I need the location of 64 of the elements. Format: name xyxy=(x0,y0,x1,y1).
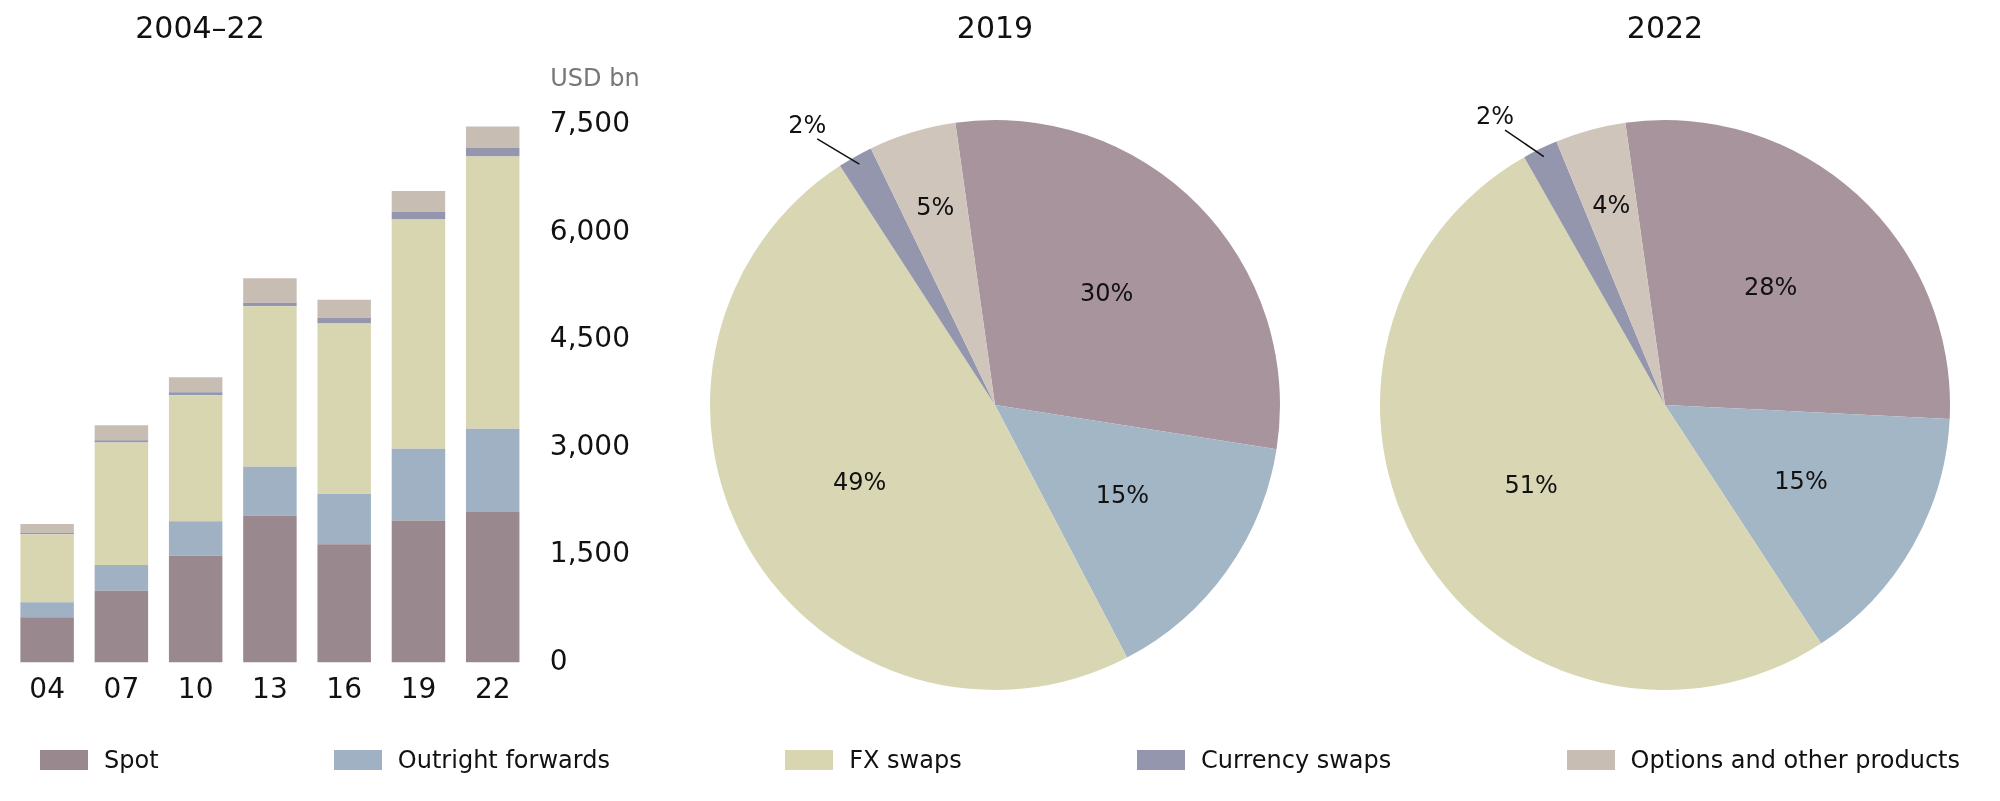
bar xyxy=(20,534,74,603)
bar xyxy=(20,602,74,618)
bar xyxy=(391,211,446,220)
y-tick-label: 1,500 xyxy=(549,536,631,570)
bar xyxy=(391,520,446,663)
data-label: 28% xyxy=(1744,273,1798,302)
y-tick-label: 7,500 xyxy=(549,106,631,140)
x-tick-label: 16 xyxy=(326,672,362,706)
bar xyxy=(94,590,149,663)
legend-label: Spot xyxy=(104,746,159,774)
bar xyxy=(20,617,74,663)
y-tick-label: 3,000 xyxy=(549,428,631,462)
data-label: 51% xyxy=(1504,470,1558,499)
legend-label: Options and other products xyxy=(1630,746,1960,774)
bar xyxy=(168,377,223,393)
legend-label: FX swaps xyxy=(849,746,962,774)
legend-label: Currency swaps xyxy=(1200,746,1392,774)
data-label: 49% xyxy=(832,468,887,497)
bar xyxy=(168,555,223,663)
chart-title: 2022 xyxy=(1626,9,1704,45)
bar xyxy=(391,219,446,449)
data-label: 2% xyxy=(1476,102,1515,131)
bar xyxy=(465,147,520,157)
bar xyxy=(94,425,149,441)
legend-label: Outright forwards xyxy=(397,746,610,774)
chart-title: 2004–22 xyxy=(135,9,265,45)
chart-title: 2019 xyxy=(956,9,1034,45)
bar xyxy=(465,126,520,148)
data-label: 5% xyxy=(916,192,955,221)
bar xyxy=(243,278,297,303)
x-tick-label: 13 xyxy=(252,672,288,706)
bar xyxy=(465,156,520,429)
bar xyxy=(168,395,223,522)
x-tick-label: 10 xyxy=(177,672,214,706)
bar xyxy=(465,511,520,663)
bar xyxy=(317,544,371,663)
data-label: 15% xyxy=(1095,480,1150,509)
bar xyxy=(317,323,371,495)
x-tick-label: 19 xyxy=(400,672,437,706)
data-label: 4% xyxy=(1592,191,1631,220)
bar xyxy=(465,428,520,512)
data-label: 15% xyxy=(1774,467,1828,496)
bar xyxy=(168,521,223,556)
bar xyxy=(391,190,446,212)
y-axis-title: USD bn xyxy=(550,64,640,93)
bar xyxy=(391,448,446,521)
bar xyxy=(243,466,297,516)
bar xyxy=(243,515,297,663)
data-label: 2% xyxy=(788,111,827,140)
bar xyxy=(243,306,297,467)
y-tick-label: 0 xyxy=(549,643,568,677)
x-tick-label: 22 xyxy=(474,672,511,706)
bar xyxy=(94,564,149,591)
data-label: 30% xyxy=(1080,279,1134,308)
bar xyxy=(94,442,149,565)
y-tick-label: 4,500 xyxy=(549,321,631,355)
bar xyxy=(317,299,371,318)
y-tick-label: 6,000 xyxy=(549,213,631,247)
bar xyxy=(94,440,149,443)
x-tick-label: 07 xyxy=(103,672,140,706)
bar xyxy=(20,524,74,533)
x-tick-label: 04 xyxy=(29,672,65,706)
bar xyxy=(168,392,223,396)
bar xyxy=(317,494,371,545)
